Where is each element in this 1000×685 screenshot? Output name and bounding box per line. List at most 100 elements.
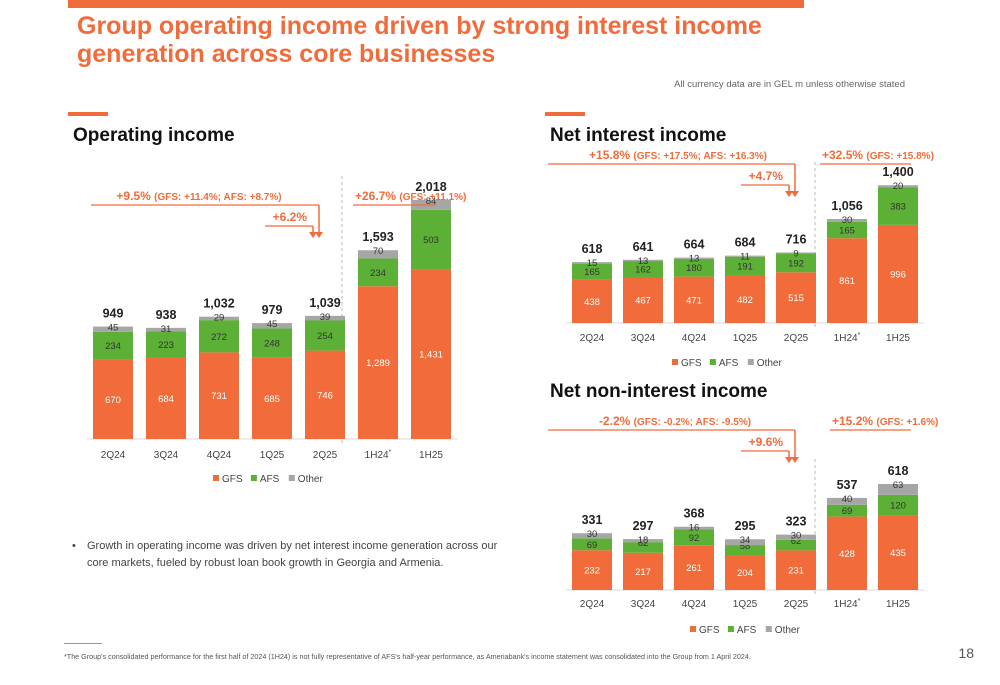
data-label-afs-1H25: 120	[890, 501, 906, 512]
data-label-gfs-1H25: 996	[890, 269, 906, 280]
bar-afs-1Q25	[725, 256, 765, 276]
bar-afs-2Q25	[305, 320, 345, 351]
bar-gfs-2Q25	[776, 550, 816, 590]
bar-afs-4Q24	[674, 258, 714, 277]
bar-other-4Q24	[674, 257, 714, 259]
bar-gfs-2Q25	[305, 350, 345, 439]
bar-gfs-1Q25	[725, 555, 765, 590]
bar-afs-2Q24	[572, 538, 612, 551]
tick-marker: *	[858, 598, 861, 605]
legend-swatch-gfs	[690, 626, 696, 632]
tick-label-3Q24: 3Q24	[631, 599, 656, 610]
yoy-growth-detail: (GFS: +11.4%; AFS: +8.7%)	[154, 192, 281, 203]
data-label-other-2Q25: 9	[793, 248, 798, 259]
data-label-other-2Q25: 30	[791, 531, 802, 542]
bar-afs-2Q24	[572, 263, 612, 280]
tick-label-1H24: 1H24*	[365, 449, 392, 461]
yoy-growth-label: -2.2% (GFS: -0.2%; AFS: -9.5%)	[599, 414, 751, 428]
data-label-gfs-1Q25: 204	[737, 568, 753, 579]
legend-swatch-afs	[727, 626, 734, 632]
data-label-other-3Q24: 13	[638, 256, 649, 267]
bar-afs-1Q25	[725, 545, 765, 556]
data-label-other-1H25: 84	[426, 196, 437, 207]
data-label-afs-3Q24: 162	[635, 265, 651, 276]
data-label-other-1H25: 20	[893, 181, 904, 192]
total-label-2Q24: 331	[582, 513, 603, 527]
data-label-afs-2Q24: 69	[587, 540, 598, 551]
data-label-afs-3Q24: 223	[158, 340, 174, 351]
yoy-growth-main: +15.8%	[589, 148, 633, 162]
data-label-other-2Q24: 45	[108, 323, 119, 334]
bar-afs-4Q24	[199, 320, 239, 353]
total-label-1H25: 2,018	[415, 180, 446, 194]
bar-gfs-1H25	[411, 269, 451, 439]
tick-label-1H24: 1H24*	[834, 332, 861, 344]
bar-gfs-3Q24	[623, 277, 663, 323]
bar-gfs-2Q25	[776, 272, 816, 323]
bar-afs-4Q24	[674, 529, 714, 546]
bar-afs-3Q24	[623, 542, 663, 553]
tick-label-1Q25: 1Q25	[733, 599, 758, 610]
tick-label-2Q24: 2Q24	[101, 450, 126, 461]
total-label-4Q24: 1,032	[203, 297, 234, 311]
qoq-growth-label: +9.6%	[749, 435, 784, 449]
bar-other-2Q24	[572, 262, 612, 264]
qoq-arrow-head	[309, 232, 317, 238]
yoy-growth-main: +9.5%	[116, 189, 154, 203]
tick-label-3Q24: 3Q24	[154, 450, 179, 461]
bar-gfs-4Q24	[199, 352, 239, 439]
bullet-dot: •	[72, 540, 76, 552]
total-label-1H24: 1,056	[831, 199, 862, 213]
total-label-1Q25: 979	[262, 303, 283, 317]
tick-label-3Q24: 3Q24	[631, 333, 656, 344]
data-label-gfs-4Q24: 471	[686, 295, 702, 306]
yoy-arrow-head	[791, 191, 799, 197]
data-label-afs-2Q24: 234	[105, 341, 121, 352]
data-label-afs-1H24: 69	[842, 506, 853, 517]
total-label-1H24: 537	[837, 478, 858, 492]
data-label-other-1H24: 70	[373, 246, 384, 257]
hoh-growth-label: +15.2% (GFS: +1.6%)	[832, 414, 938, 428]
data-label-gfs-4Q24: 731	[211, 391, 227, 402]
data-label-other-1Q25: 11	[740, 252, 750, 263]
data-label-gfs-1H24: 428	[839, 549, 855, 560]
bar-afs-1H24	[827, 504, 867, 517]
data-label-afs-4Q24: 180	[686, 263, 702, 274]
bar-afs-3Q24	[623, 261, 663, 278]
data-label-other-1H25: 63	[893, 480, 904, 491]
tick-label-2Q25: 2Q25	[784, 333, 809, 344]
legend-swatch-gfs	[672, 359, 678, 365]
data-label-afs-1Q25: 248	[264, 339, 280, 350]
yoy-arrow-head	[315, 232, 323, 238]
section-title-net-non-interest-income: Net non-interest income	[550, 381, 768, 402]
tick-label-1H25: 1H25	[886, 333, 910, 344]
data-label-other-2Q24: 30	[587, 529, 598, 540]
data-label-other-1H24: 30	[842, 215, 853, 226]
bar-gfs-2Q24	[572, 279, 612, 323]
bar-other-4Q24	[674, 526, 714, 530]
footnote-rule	[64, 643, 102, 644]
data-label-afs-3Q24: 62	[638, 538, 649, 549]
currency-note: All currency data are in GEL m unless ot…	[674, 79, 905, 90]
legend-label-afs: AFS	[737, 625, 757, 636]
data-label-gfs-1H25: 1,431	[419, 350, 443, 361]
total-label-2Q25: 323	[786, 515, 807, 529]
bar-other-2Q25	[776, 534, 816, 540]
tick-label-2Q24: 2Q24	[580, 599, 605, 610]
total-label-2Q24: 949	[103, 307, 124, 321]
bar-afs-2Q25	[776, 539, 816, 551]
total-label-1H25: 1,400	[882, 165, 913, 179]
bar-other-1H25	[878, 185, 918, 188]
tick-label-1Q25: 1Q25	[733, 333, 758, 344]
total-label-2Q25: 716	[786, 232, 807, 246]
tick-label-4Q24: 4Q24	[682, 333, 707, 344]
bar-other-3Q24	[623, 539, 663, 543]
data-label-other-4Q24: 29	[214, 313, 225, 324]
tick-label-2Q24: 2Q24	[580, 333, 605, 344]
data-label-gfs-3Q24: 217	[635, 567, 651, 578]
yoy-arrow-head	[791, 457, 799, 463]
section-accent-nii	[545, 112, 585, 116]
data-label-other-4Q24: 16	[689, 523, 700, 534]
total-label-2Q24: 618	[582, 242, 603, 256]
legend-swatch-afs	[709, 359, 716, 365]
